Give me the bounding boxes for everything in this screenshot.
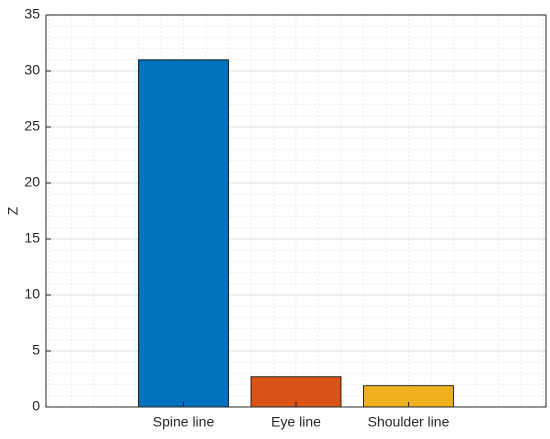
x-tick-label: Eye line — [271, 414, 321, 430]
y-tick-label: 20 — [24, 174, 40, 190]
bar — [138, 59, 229, 408]
plot-frame — [45, 14, 547, 408]
bar — [250, 376, 342, 408]
y-tick-label: 15 — [24, 230, 40, 246]
y-tick-label: 25 — [24, 118, 40, 134]
y-axis-label: Z — [5, 206, 21, 215]
y-tick-label: 10 — [24, 286, 40, 302]
x-tick-label: Spine line — [153, 414, 215, 430]
y-tick-label: 35 — [24, 6, 40, 22]
y-tick-label: 5 — [32, 342, 40, 358]
y-tick-label: 30 — [24, 62, 40, 78]
x-tick-label: Shoulder line — [368, 414, 450, 430]
y-tick-label: 0 — [32, 398, 40, 414]
